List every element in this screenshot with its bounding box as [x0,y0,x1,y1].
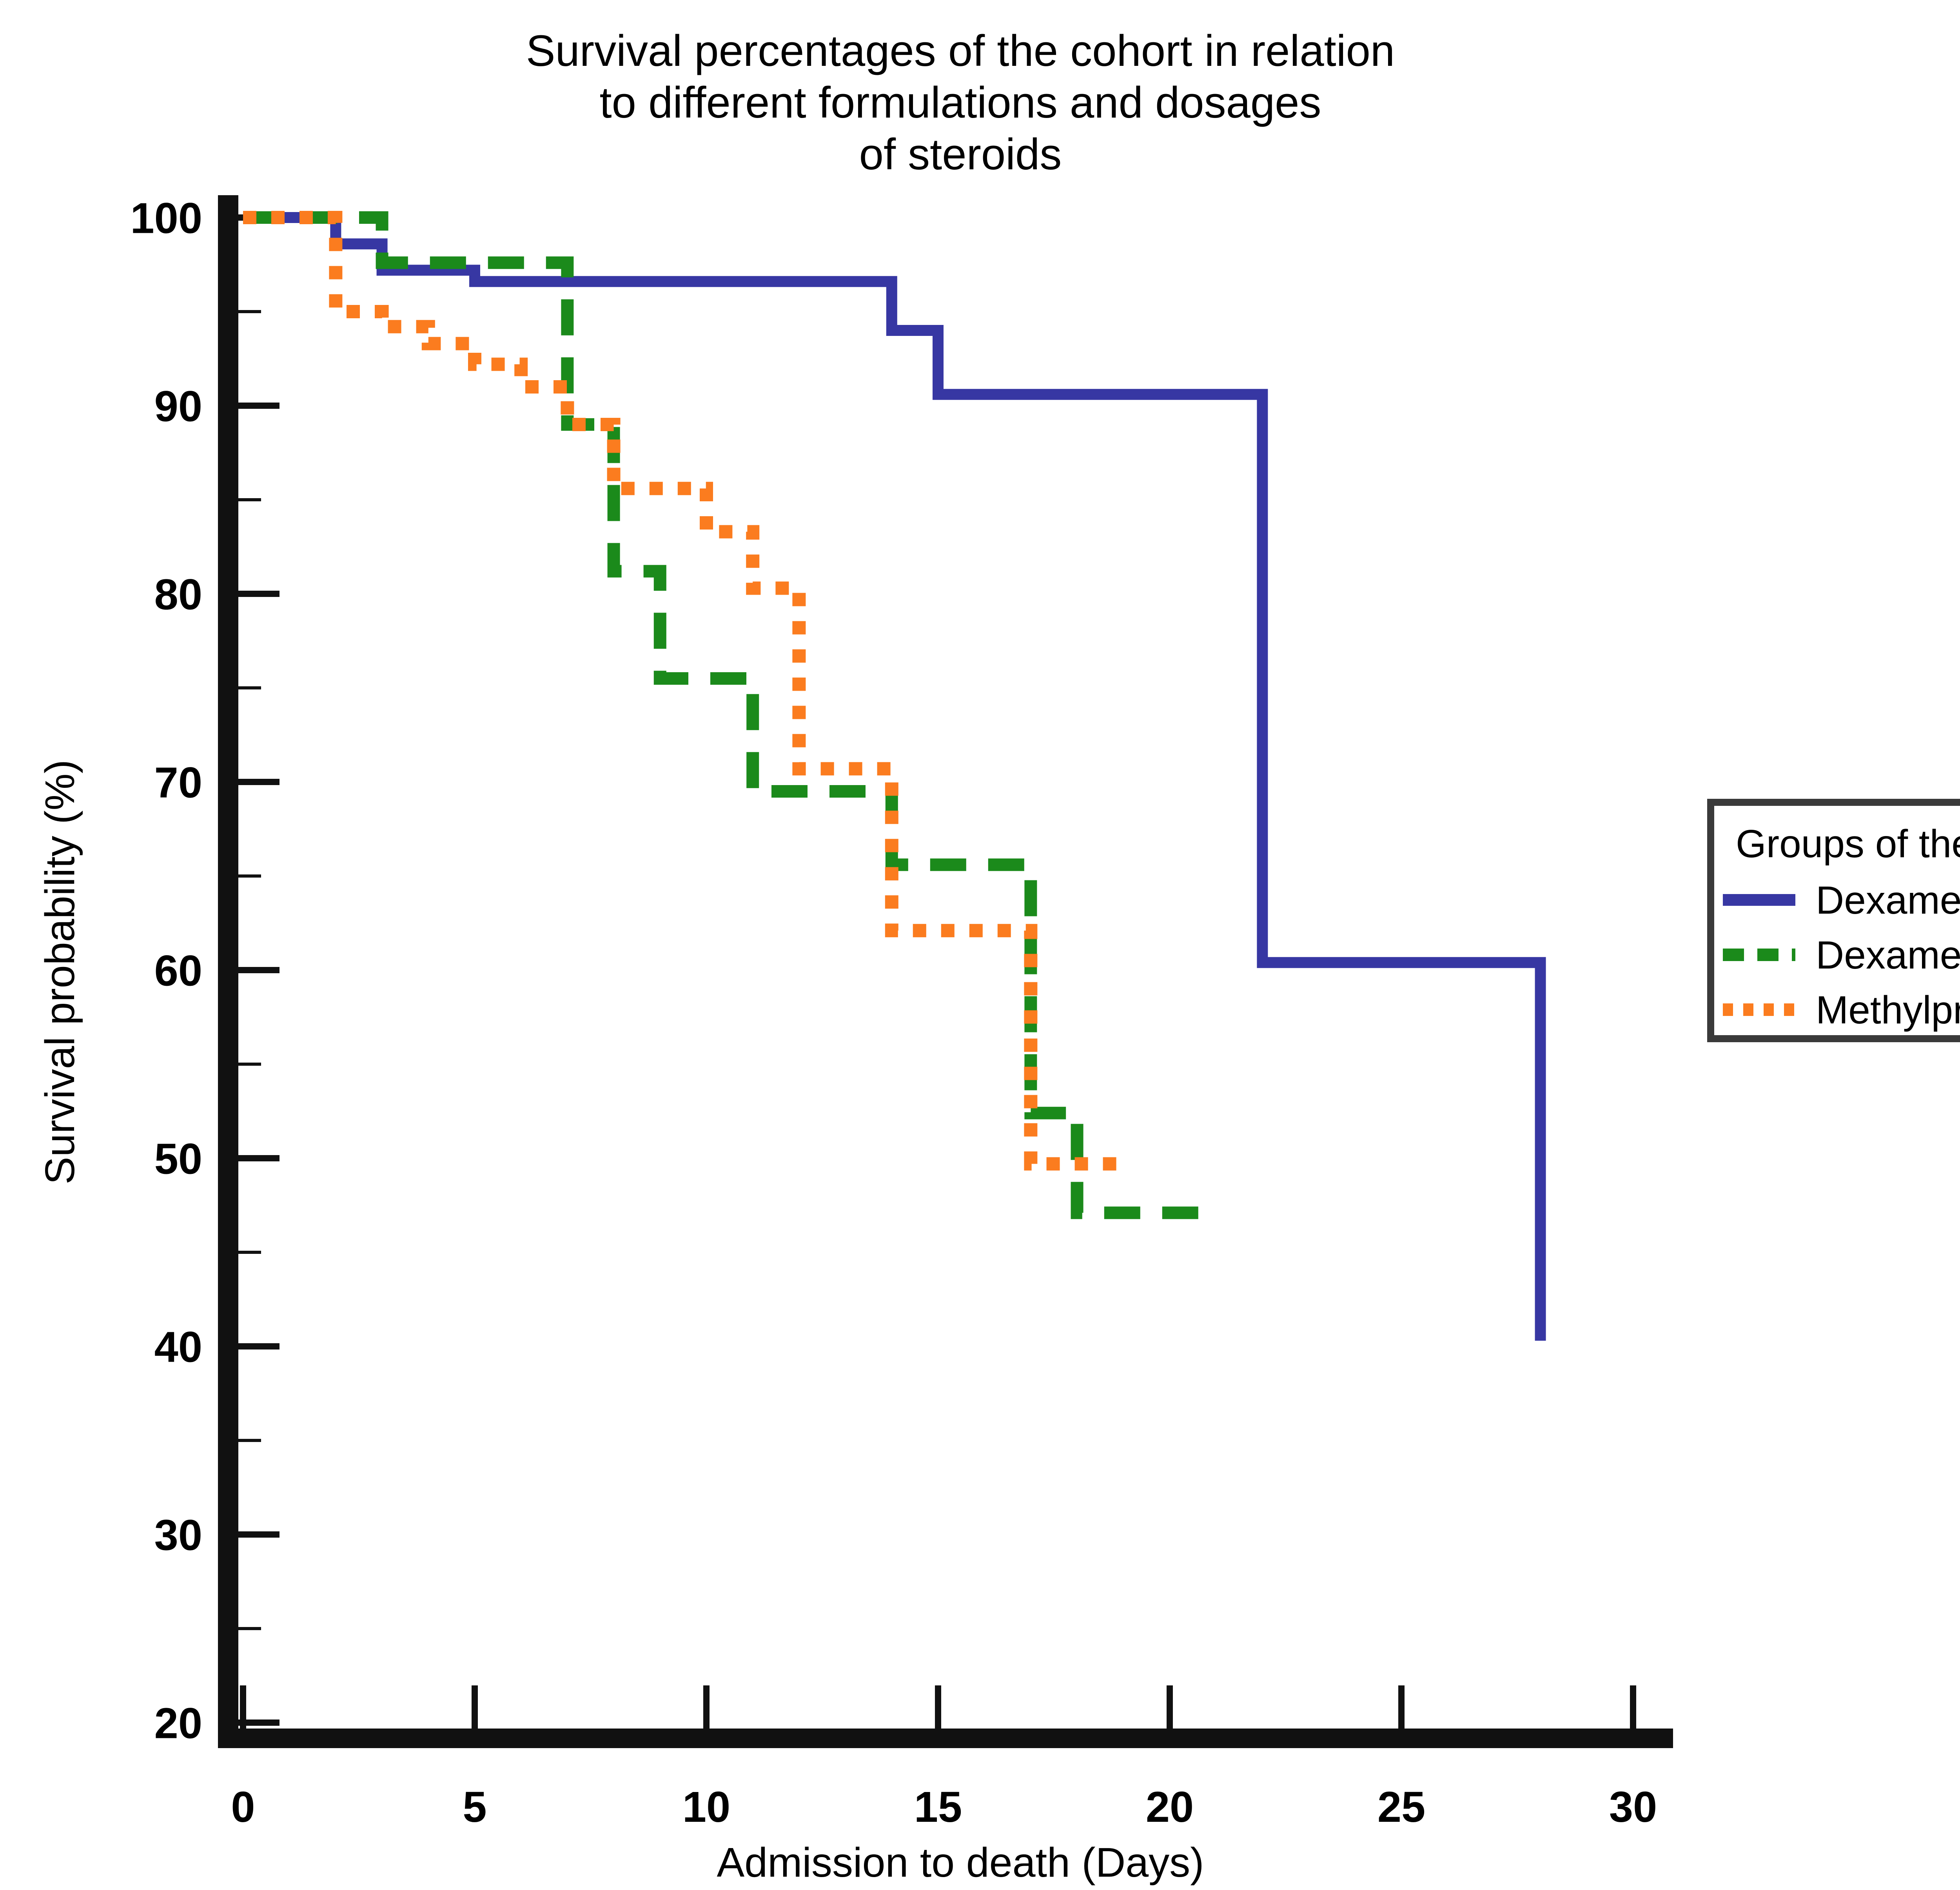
y-axis-line [218,195,238,1748]
y-minor-tick [238,310,261,313]
series-curve-0 [243,212,1546,1341]
y-major-tick [238,403,279,409]
y-axis-title: Survival probability (%) [37,760,83,1184]
x-axis-title: Admission to death (Days) [717,1839,1204,1886]
x-major-tick [1398,1685,1405,1729]
x-major-tick [240,1685,246,1729]
x-major-tick [703,1685,710,1729]
y-minor-tick [238,874,261,878]
x-tick-label: 25 [1377,1783,1425,1831]
y-tick-label: 70 [154,759,202,807]
y-minor-tick [238,1439,261,1442]
x-tick-label: 20 [1146,1783,1194,1831]
x-tick-label: 5 [463,1783,486,1831]
y-major-tick [238,779,279,785]
x-tick-label: 15 [914,1783,962,1831]
legend-box [1707,799,1960,1042]
y-minor-tick [238,1251,261,1254]
y-minor-tick [238,1627,261,1630]
y-tick-label: 100 [130,194,202,243]
y-minor-tick [238,1063,261,1066]
chart-title-line: of steroids [859,130,1062,179]
series-curve-2 [243,211,1128,1171]
y-tick-label: 20 [154,1700,202,1748]
legend-title: Groups of the study cohort [1736,822,1960,866]
x-major-tick [472,1685,478,1729]
chart-title-line: to different formulations and dosages [600,78,1321,127]
legend-label: Methylprednisolone = 500mg/day [1816,988,1960,1032]
legend-label: Dexamethasone < 6mg/day [1816,878,1960,922]
x-tick-label: 30 [1609,1783,1657,1831]
y-tick-label: 50 [154,1135,202,1183]
y-tick-label: 90 [154,383,202,431]
legend-label: Dexamethasone > 6mg/day [1816,933,1960,977]
y-tick-label: 30 [154,1511,202,1560]
y-major-tick [238,591,279,597]
y-major-tick [238,1531,279,1538]
y-minor-tick [238,498,261,501]
y-tick-label: 40 [154,1323,202,1371]
x-major-tick [935,1685,941,1729]
chart-title-line: Survival percentages of the cohort in re… [526,26,1395,75]
x-axis-line [218,1729,1673,1748]
y-tick-label: 80 [154,571,202,619]
y-minor-tick [238,686,261,689]
y-major-tick [238,1343,279,1349]
series-curve-1 [243,211,1216,1219]
x-tick-label: 10 [682,1783,730,1831]
y-major-tick [238,967,279,973]
x-tick-label: 0 [231,1783,255,1831]
y-major-tick [238,1720,279,1726]
y-tick-label: 60 [154,947,202,995]
y-major-tick [238,1155,279,1161]
x-major-tick [1167,1685,1173,1729]
x-major-tick [1630,1685,1636,1729]
